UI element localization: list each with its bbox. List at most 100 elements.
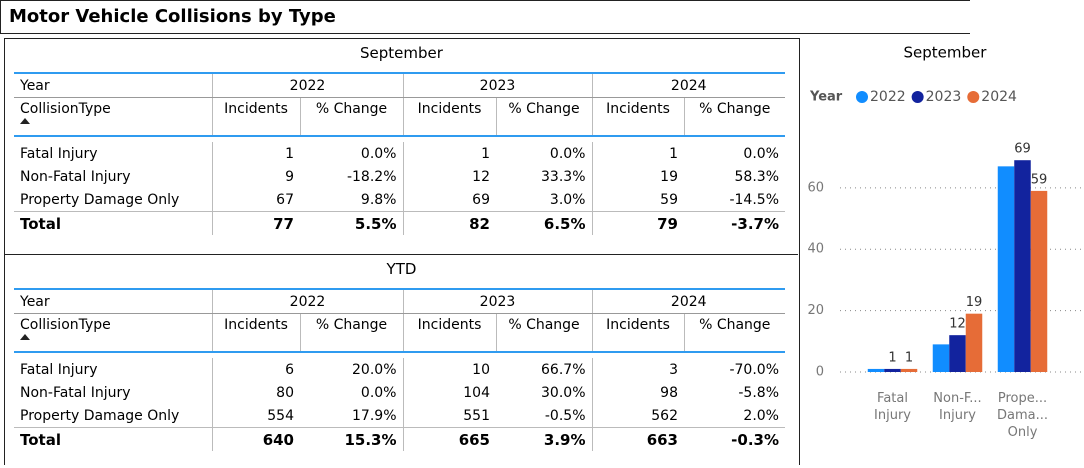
total-cell: 663 [591,427,684,451]
cell: 58.3% [734,168,779,185]
table-section: September Year 2022 2023 2024 CollisionType In… [5,39,798,252]
legend-swatch [911,91,924,103]
total-cell: -3.7% [684,211,785,235]
cell: 98 [591,381,684,404]
cell: 67 [211,188,300,212]
total-cell: 79 [591,211,684,235]
cell: 562 [591,404,684,428]
cell: 0.0% [360,384,397,401]
column-header: % Change [683,97,785,137]
value-label: 12 [949,317,966,332]
report-title: Motor Vehicle Collisions by Type [0,0,970,34]
column-header: Incidents [211,97,300,137]
legend-label: 2022 [870,89,906,105]
header-row: CollisionType Incidents% Change Incidents%… [14,313,785,353]
year-header: 2024 [591,73,785,98]
column-header: % Change [683,313,785,353]
cell: 2.0% [743,407,779,424]
column-header: Incidents [402,313,496,353]
cell: 551 [402,404,496,428]
tables-panel: September Year 2022 2023 2024 CollisionType In… [4,38,800,465]
cell: 6 [211,358,300,381]
chart-title: September [904,44,988,62]
cell: 554 [211,404,300,428]
sort-arrow [20,118,30,124]
section-title: September [360,44,443,62]
cell: 10 [402,358,496,381]
total-cell: -0.3% [684,427,785,451]
data-row: Fatal Injury 6 20.0% 10 66.7% 3 -70.0% [14,358,785,381]
year-header: 2024 [591,289,785,314]
value-label: 1 [905,350,913,365]
x-tick-label: Fatal Injury [874,391,911,423]
cell: 59 [591,188,684,212]
cell: 17.9% [352,407,397,424]
cell: Non-Fatal Injury [20,168,131,185]
column-header: % Change [299,313,403,353]
legend-title: Year [809,90,843,105]
bar [867,368,885,372]
y-tick-label: 40 [807,242,824,257]
bar [1014,160,1031,372]
cell: 30.0% [541,384,586,401]
total-cell: 5.5% [300,211,403,235]
column-header: Incidents [402,97,496,137]
year-label: Year [14,73,212,98]
cell: 1 [591,142,684,165]
cell: 33.3% [541,168,586,185]
cell: 0.0% [360,145,397,162]
total-cell: Total [14,211,212,235]
x-tick-label: Prope... Dama... Only [996,391,1048,440]
bar [997,166,1015,372]
cell: -18.2% [346,168,397,185]
cell: 80 [211,381,300,404]
total-cell: 77 [211,211,300,235]
cell: Property Damage Only [20,191,180,208]
data-row: Non-Fatal Injury 80 0.0% 104 30.0% 98 -5.8% [14,381,785,404]
table: Year 2022 2023 2024 CollisionType Incidents% … [14,288,785,451]
cell: 0.0% [743,145,779,162]
total-cell: 6.5% [496,211,592,235]
collision-label: CollisionType [14,313,212,353]
year-label: Year [14,289,212,314]
total-row: Total 77 5.5% 82 6.5% 79 -3.7% [14,211,785,235]
year-row: Year 2022 2023 2024 [14,73,785,98]
cell: 3 [591,358,684,381]
total-cell: 640 [211,427,300,451]
header-row: CollisionType Incidents% Change Incidents%… [14,97,785,137]
sort-arrow [20,334,30,340]
cell: -14.5% [729,191,779,208]
total-row: Total 640 15.3% 665 3.9% 663 -0.3% [14,427,785,451]
column-header: % Change [495,97,592,137]
cell: Property Damage Only [20,407,180,424]
column-header: % Change [495,313,592,353]
section-title: YTD [386,260,417,278]
cell: 20.0% [352,361,397,378]
cell: 0.0% [549,145,586,162]
legend-label: 2024 [981,89,1017,105]
cell: -5.8% [738,384,779,401]
data-row: Property Damage Only 554 17.9% 551 -0.5% 562 2… [14,404,785,428]
value-label: 59 [1031,172,1048,187]
cell: 3.0% [549,191,586,208]
value-label: 69 [1014,142,1031,157]
cell: 1 [211,142,300,165]
total-cell: 82 [402,211,496,235]
data-row: Fatal Injury 1 0.0% 1 0.0% 1 0.0% [14,142,785,165]
column-header: % Change [299,97,403,137]
cell: 9 [211,165,300,188]
cell: -70.0% [729,361,779,378]
y-tick-label: 0 [816,365,824,380]
cell: 69 [402,188,496,212]
value-label: 19 [966,295,983,310]
collision-label: CollisionType [14,97,212,137]
data-row: Non-Fatal Injury 9 -18.2% 12 33.3% 19 58.3% [14,165,785,188]
year-header: 2022 [211,289,403,314]
cell: 12 [402,165,496,188]
total-cell: 15.3% [300,427,403,451]
cell: Fatal Injury [20,145,98,162]
cell: -0.5% [544,407,586,424]
column-header: Incidents [591,313,684,353]
